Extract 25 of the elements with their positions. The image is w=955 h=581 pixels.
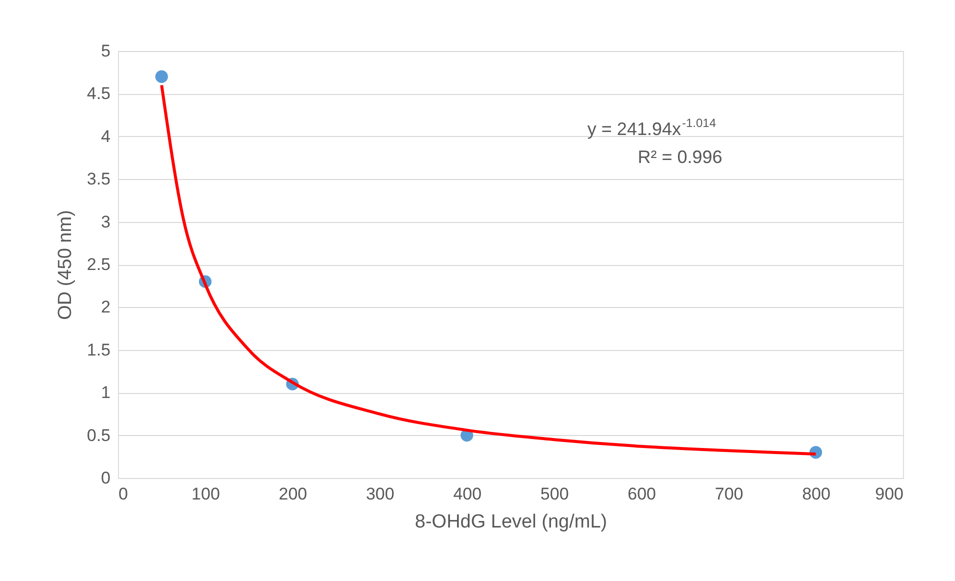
y-tick-label: 4.5 [86,84,110,104]
y-tick-label: 0.5 [86,426,110,445]
y-tick-label: 3.5 [86,170,110,189]
y-tick-label: 1.5 [86,340,110,360]
x-tick-label: 0 [118,484,128,504]
x-tick-label: 700 [714,484,744,504]
x-tick-label: 500 [540,484,569,504]
x-tick-label: 100 [192,484,220,504]
x-tick-label: 800 [802,484,830,504]
x-tick-label: 600 [628,484,656,504]
annotation: R² = 0.996 [638,147,722,167]
y-tick-label: 2 [101,298,110,317]
x-tick-label: 200 [278,484,308,504]
y-tick-label: 3 [101,212,110,232]
y-tick-label: 2.5 [86,255,110,274]
x-axis-title: 8-OHdG Level (ng/mL) [414,512,608,532]
x-tick-label: 400 [453,484,482,504]
y-axis-title: OD (450 nm) [54,210,76,320]
point [155,70,168,83]
y-tick-label: 0 [101,468,110,488]
y-tick-label: 4 [101,126,110,146]
y-tick-label: 5 [101,42,110,60]
x-tick-label: 300 [366,484,394,504]
y-tick-label: 1 [101,383,110,402]
x-tick-label: 900 [875,484,904,504]
